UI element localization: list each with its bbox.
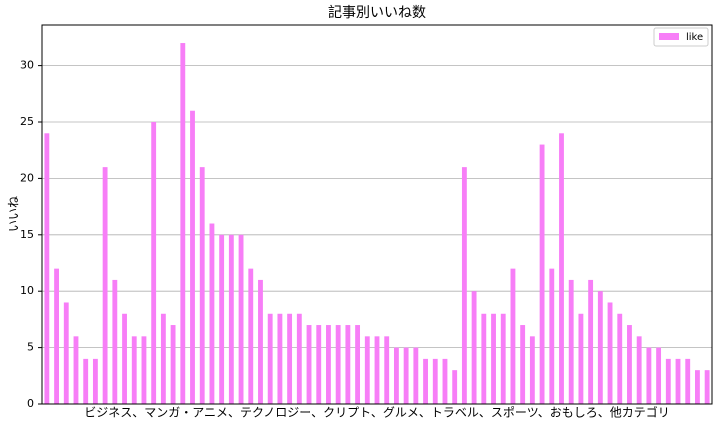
chart-title: 記事別いいね数 [328, 4, 426, 21]
bar [131, 336, 137, 404]
bar [92, 358, 98, 404]
bar [500, 313, 506, 404]
bar [335, 325, 341, 404]
bar [83, 358, 89, 404]
legend-box [653, 27, 709, 47]
bar [627, 325, 632, 404]
bar [63, 302, 69, 404]
bar [267, 313, 273, 404]
bar [364, 336, 370, 404]
bar [461, 167, 467, 404]
x-axis-label: ビジネス、マンガ・アニメ、テクノロジー、クリプト、グルメ、トラベル、スポーツ、お… [84, 405, 670, 420]
bar [160, 313, 166, 404]
bar [491, 313, 496, 404]
legend-label: like [686, 32, 703, 43]
bar [685, 358, 691, 404]
bar [607, 302, 613, 404]
bar [452, 370, 458, 404]
bar [384, 336, 390, 404]
bar [374, 336, 380, 404]
y-tick-label: 5 [27, 341, 34, 354]
bar [471, 291, 477, 404]
bar [306, 325, 312, 404]
bar [520, 325, 526, 404]
bar [423, 358, 428, 404]
bar [559, 133, 564, 405]
bar [432, 358, 438, 404]
bar [578, 313, 584, 404]
bar [617, 313, 623, 404]
bar [170, 325, 176, 404]
bar [180, 43, 186, 405]
bar [248, 268, 254, 404]
bar [355, 325, 361, 404]
bar [481, 313, 487, 404]
bar [345, 325, 351, 404]
bar [199, 167, 205, 404]
bar [316, 325, 322, 404]
bar [326, 325, 331, 404]
bar [442, 358, 448, 404]
bar [403, 347, 409, 404]
bar [597, 291, 603, 404]
bar [219, 234, 225, 404]
bar [190, 110, 195, 404]
bar [73, 336, 79, 404]
bar [539, 144, 545, 404]
y-tick-label: 15 [20, 228, 34, 241]
bar [54, 268, 59, 404]
bar [238, 234, 244, 404]
bar [102, 167, 108, 404]
bar [549, 268, 555, 404]
bar [112, 279, 118, 404]
bar [228, 234, 234, 404]
bar [568, 279, 574, 404]
bar [656, 347, 662, 404]
bar [588, 279, 594, 404]
bar [151, 122, 157, 404]
bar [510, 268, 516, 404]
bar [122, 313, 127, 404]
bar [413, 347, 419, 404]
bar [529, 336, 535, 404]
bar [287, 313, 293, 404]
plot-frame [41, 24, 713, 405]
bar [665, 358, 671, 404]
y-tick-label: 20 [20, 171, 34, 184]
bar [209, 223, 215, 404]
bar [675, 358, 681, 404]
bar [277, 313, 283, 404]
bar [141, 336, 147, 404]
y-tick-label: 25 [20, 115, 34, 128]
y-axis-label: いいね [7, 196, 21, 232]
bar [296, 313, 302, 404]
bar [44, 133, 50, 405]
bar [695, 370, 700, 404]
bar [636, 336, 642, 404]
bar [393, 347, 399, 404]
y-tick-label: 0 [27, 397, 34, 410]
bar [258, 279, 263, 404]
bar [704, 370, 710, 404]
y-tick-label: 10 [20, 284, 34, 297]
y-tick-label: 30 [20, 59, 34, 72]
legend-swatch [659, 33, 679, 40]
bar [646, 347, 652, 404]
